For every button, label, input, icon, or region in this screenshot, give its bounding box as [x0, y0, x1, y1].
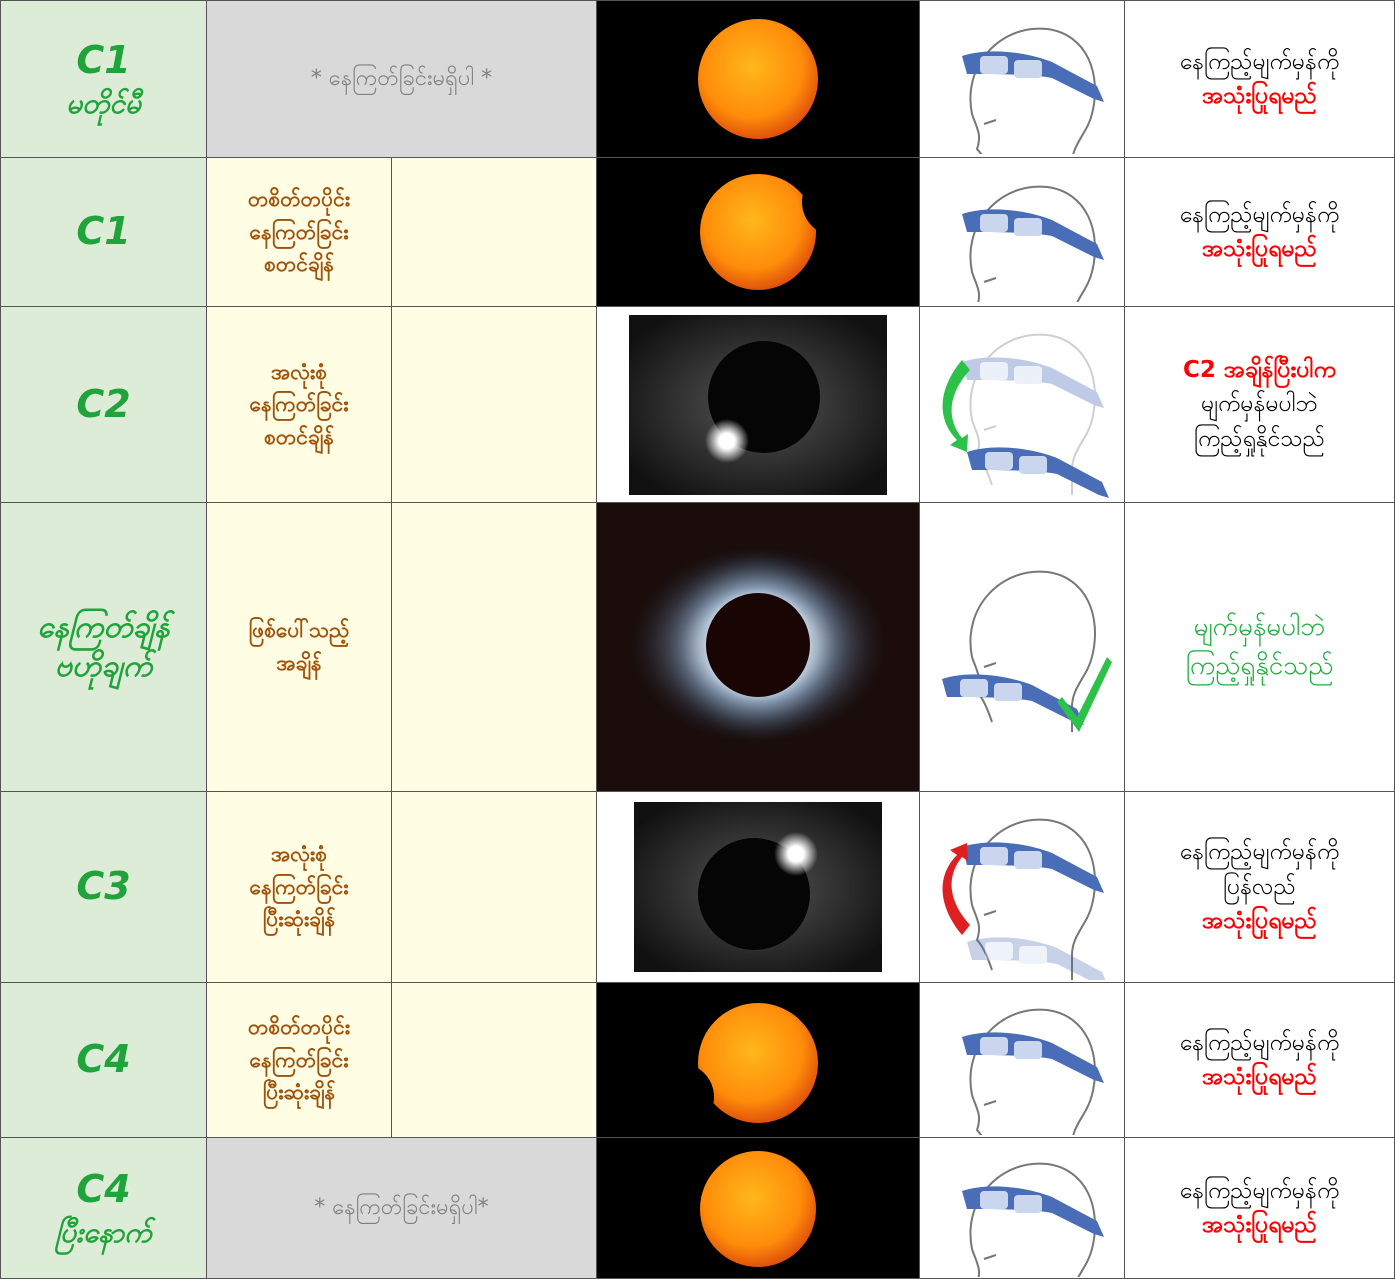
stage-text: C2: [76, 381, 131, 426]
instruction-text: ကြည့်ရှုနိုင်သည်: [1185, 651, 1334, 681]
stage-cell: C1 မတိုင်မီ: [0, 0, 207, 158]
description-text: * နေကြတ်ခြင်းမရှိပါ*: [314, 1194, 489, 1220]
empty-cell: [392, 503, 597, 792]
description-cell: တစိတ်တပိုင်းနေကြတ်ခြင်းစတင်ချိန်: [207, 158, 392, 307]
description-text: တစိတ်တပိုင်း: [247, 1015, 351, 1040]
image-cell: [597, 158, 920, 307]
instruction-cell: နေကြည့်မျက်မှန်ကိုအသုံးပြုရမည်: [1125, 0, 1395, 158]
stage-text: C3: [76, 864, 131, 909]
image-cell: [597, 307, 920, 503]
instruction-cell: နေကြည့်မျက်မှန်ကိုအသုံးပြုရမည်: [1125, 158, 1395, 307]
description-cell: တစိတ်တပိုင်းနေကြတ်ခြင်းပြီးဆုံးချိန်: [207, 983, 392, 1138]
glasses-cell: [920, 307, 1125, 503]
glasses-cell: [920, 983, 1125, 1138]
instruction-text: နေကြည့်မျက်မှန်ကို: [1179, 1177, 1340, 1204]
stage-cell: C3: [0, 792, 207, 983]
stage-text: ပြီးနောက်: [55, 1215, 152, 1249]
glasses-illustration: [962, 27, 1104, 154]
eclipse-image: [634, 802, 882, 972]
empty-cell: [392, 792, 597, 983]
description-text: အလုံးစုံ: [270, 359, 328, 384]
instruction-cell: C2 အချိန်ပြီးပါကမျက်မှန်မပါဘဲကြည့်ရှုနို…: [1125, 307, 1395, 503]
instruction-text: နေကြည့်မျက်မှန်ကို: [1179, 48, 1340, 75]
instruction-cell: နေကြည့်မျက်မှန်ကိုပြန်လည်အသုံးပြုရမည်: [1125, 792, 1395, 983]
instruction-text: မျက်မှန်မပါဘဲ: [1201, 391, 1318, 418]
description-text: နေကြတ်ခြင်း: [249, 219, 349, 244]
instruction-text: အသုံးပြုရမည်: [1202, 1064, 1317, 1090]
instruction-text: အသုံးပြုရမည်: [1202, 83, 1317, 109]
description-text: ဖြစ်ပေါ်သည့်: [248, 618, 350, 643]
description-text: * နေကြတ်ခြင်းမရှိပါ *: [310, 65, 493, 91]
description-text: ပြီးဆုံးချိန်: [262, 1080, 336, 1105]
empty-cell: [392, 307, 597, 503]
stage-text: ဗဟိုချက်: [54, 649, 153, 684]
description-text: တစိတ်တပိုင်း: [247, 187, 351, 212]
stage-text: C1: [76, 38, 131, 83]
stage-text: C4: [76, 1037, 131, 1082]
image-cell: [597, 1138, 920, 1279]
description-cell: * နေကြတ်ခြင်းမရှိပါ*: [207, 1138, 597, 1279]
instruction-text: ကြည့်ရှုနိုင်သည်: [1194, 425, 1325, 452]
glasses-cell: [920, 792, 1125, 983]
instruction-cell: မျက်မှန်မပါဘဲကြည့်ရှုနိုင်သည်: [1125, 503, 1395, 792]
description-cell: ဖြစ်ပေါ်သည့်အချိန်: [207, 503, 392, 792]
description-cell: အလုံးစုံနေကြတ်ခြင်းစတင်ချိန်: [207, 307, 392, 503]
image-cell: [597, 792, 920, 983]
instruction-text: အသုံးပြုရမည်: [1202, 1212, 1317, 1238]
instruction-text: နေကြည့်မျက်မှန်ကို: [1179, 839, 1340, 866]
sun-image: [700, 1151, 816, 1267]
glasses-cell: [920, 158, 1125, 307]
stage-text: C1: [76, 209, 131, 254]
description-text: နေကြတ်ခြင်း: [249, 392, 349, 417]
empty-cell: [392, 983, 597, 1138]
instruction-text: နေကြည့်မျက်မှန်ကို: [1179, 1029, 1340, 1056]
glasses-cell: [920, 0, 1125, 158]
stage-text: မတိုင်မီ: [66, 86, 141, 120]
description-text: နေကြတ်ခြင်း: [249, 874, 349, 899]
glasses-illustration: [942, 333, 1109, 498]
instruction-text: အသုံးပြုရမည်: [1202, 236, 1317, 262]
stage-text: နေကြတ်ချိန်: [37, 610, 170, 645]
sun-image: [658, 1003, 818, 1131]
glasses-cell: [920, 503, 1125, 792]
image-cell: [597, 0, 920, 158]
description-text: အလုံးစုံ: [270, 842, 328, 867]
empty-cell: [392, 158, 597, 307]
image-cell: [597, 503, 920, 792]
description-text: စတင်ချိန်: [264, 424, 334, 449]
eclipse-image: [629, 314, 887, 495]
description-text: အချိန်: [276, 651, 322, 675]
sun-image: [698, 19, 818, 139]
glasses-illustration: [962, 1162, 1104, 1277]
sun-image: [700, 168, 858, 290]
stage-cell: C4 ပြီးနောက်: [0, 1138, 207, 1279]
description-cell: အလုံးစုံနေကြတ်ခြင်းပြီးဆုံးချိန်: [207, 792, 392, 983]
instruction-text: အသုံးပြုရမည်: [1202, 908, 1317, 935]
instruction-text: မျက်မှန်မပါဘဲ: [1193, 612, 1326, 642]
stage-cell: C1: [0, 158, 207, 307]
corona-image: [628, 544, 888, 745]
glasses-illustration: [962, 185, 1104, 302]
stage-cell: C2: [0, 307, 207, 503]
stage-cell: နေကြတ်ချိန်ဗဟိုချက်: [0, 503, 207, 792]
stage-text: C4: [76, 1167, 131, 1212]
instruction-text: ပြန်လည်: [1223, 873, 1296, 900]
glasses-illustration: [942, 818, 1109, 980]
stage-cell: C4: [0, 983, 207, 1138]
glasses-illustration: [942, 570, 1112, 733]
description-text: စတင်ချိန်: [264, 252, 334, 277]
instruction-cell: နေကြည့်မျက်မှန်ကိုအသုံးပြုရမည်: [1125, 1138, 1395, 1279]
instruction-text: C2 အချိန်ပြီးပါက: [1183, 356, 1336, 383]
description-text: နေကြတ်ခြင်း: [249, 1047, 349, 1072]
image-cell: [597, 983, 920, 1138]
glasses-illustration: [962, 1008, 1104, 1135]
instruction-cell: နေကြည့်မျက်မှန်ကိုအသုံးပြုရမည်: [1125, 983, 1395, 1138]
description-cell: * နေကြတ်ခြင်းမရှိပါ *: [207, 0, 597, 158]
description-text: ပြီးဆုံးချိန်: [262, 907, 336, 932]
instruction-text: နေကြည့်မျက်မှန်ကို: [1179, 201, 1340, 228]
glasses-cell: [920, 1138, 1125, 1279]
